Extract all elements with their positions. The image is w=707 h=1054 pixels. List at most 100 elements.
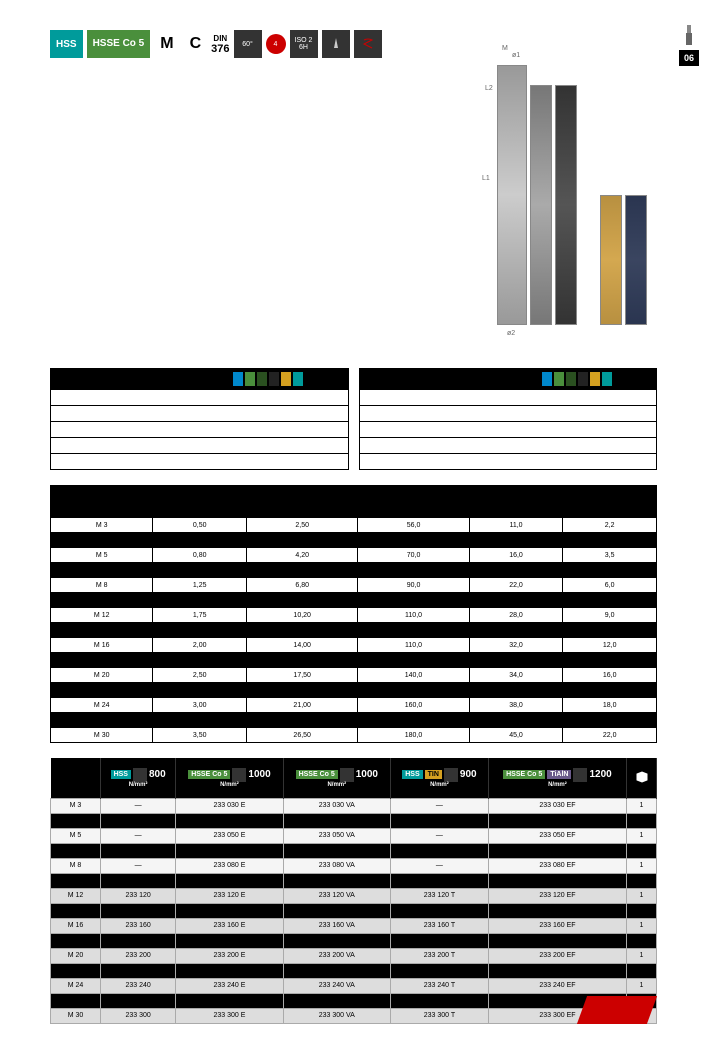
dim-row: [51, 623, 657, 638]
order-row: [51, 873, 657, 888]
tool-icon: [683, 25, 695, 45]
order-cell: [176, 873, 283, 888]
order-row: M 5—233 050 E233 050 VA—233 050 EF1: [51, 828, 657, 843]
dim-cell: 21,00: [247, 698, 358, 713]
order-cell: 233 200: [101, 948, 176, 963]
dim-cell: M 30: [51, 728, 153, 743]
dim-cell: [358, 623, 469, 638]
order-cell: [390, 993, 488, 1008]
order-row: M 30233 300233 300 E233 300 VA233 300 T2…: [51, 1008, 657, 1023]
dim-cell: [469, 563, 563, 578]
order-cell: [390, 963, 488, 978]
dim-row: M 243,0021,00160,038,018,0: [51, 698, 657, 713]
dim-cell: [563, 563, 657, 578]
tool-tip-icon: [322, 30, 350, 58]
dim-cell: 70,0: [358, 548, 469, 563]
dim-row: M 121,7510,20110,028,09,0: [51, 608, 657, 623]
dim-cell: [51, 563, 153, 578]
order-cell: [488, 813, 626, 828]
dim-cell: [563, 593, 657, 608]
order-cell: 1: [627, 888, 657, 903]
badge-c: C: [184, 30, 208, 58]
order-cell: [390, 903, 488, 918]
order-row: [51, 933, 657, 948]
order-cell: [51, 903, 101, 918]
dim-row: M 202,5017,50140,034,016,0: [51, 668, 657, 683]
dim-cell: M 12: [51, 608, 153, 623]
order-row: M 8—233 080 E233 080 VA—233 080 EF1: [51, 858, 657, 873]
order-header: HSSE Co 5TiAlN1200N/mm²: [488, 758, 626, 798]
dim-cell: 3,5: [563, 548, 657, 563]
badge-hsse: HSSE Co 5: [87, 30, 151, 58]
dim-cell: [358, 563, 469, 578]
order-cell: 233 200 EF: [488, 948, 626, 963]
dim-cell: 28,0: [469, 608, 563, 623]
order-cell: M 20: [51, 948, 101, 963]
dim-cell: [563, 623, 657, 638]
dim-cell: 2,00: [153, 638, 247, 653]
order-cell: —: [101, 828, 176, 843]
dim-cell: 12,0: [563, 638, 657, 653]
order-row: [51, 843, 657, 858]
dim-cell: 110,0: [358, 608, 469, 623]
dim-cell: [153, 533, 247, 548]
order-cell: [283, 813, 390, 828]
order-cell: 233 120 E: [176, 888, 283, 903]
order-cell: [283, 873, 390, 888]
dim-cell: [358, 683, 469, 698]
dim-cell: [563, 683, 657, 698]
dim-cell: [358, 713, 469, 728]
order-cell: [176, 933, 283, 948]
dim-header: [153, 486, 247, 518]
dim-cell: [247, 533, 358, 548]
order-cell: 233 160: [101, 918, 176, 933]
dim-cell: [153, 593, 247, 608]
dimensions-table: M 30,502,5056,011,02,2M 50,804,2070,016,…: [50, 485, 657, 743]
dim-cell: [358, 593, 469, 608]
order-cell: [101, 873, 176, 888]
order-cell: M 3: [51, 798, 101, 813]
order-cell: 233 160 VA: [283, 918, 390, 933]
order-header: HSSE Co 51000N/mm²: [283, 758, 390, 798]
order-cell: [176, 993, 283, 1008]
dim-header: [563, 486, 657, 518]
dim-cell: [563, 653, 657, 668]
order-cell: 233 240 VA: [283, 978, 390, 993]
dim-cell: [247, 653, 358, 668]
dim-cell: 110,0: [358, 638, 469, 653]
dim-cell: [51, 683, 153, 698]
order-cell: [283, 843, 390, 858]
order-cell: [283, 903, 390, 918]
dim-cell: [51, 713, 153, 728]
order-cell: 1: [627, 828, 657, 843]
order-row: [51, 813, 657, 828]
dim-cell: 6,80: [247, 578, 358, 593]
order-header: [51, 758, 101, 798]
order-row: M 20233 200233 200 E233 200 VA233 200 T2…: [51, 948, 657, 963]
order-cell: M 16: [51, 918, 101, 933]
dim-cell: M 20: [51, 668, 153, 683]
order-cell: [488, 873, 626, 888]
dim-cell: [469, 623, 563, 638]
order-cell: 233 240: [101, 978, 176, 993]
order-cell: [627, 933, 657, 948]
dim-cell: M 3: [51, 518, 153, 533]
dim-cell: 32,0: [469, 638, 563, 653]
dim-row: M 30,502,5056,011,02,2: [51, 518, 657, 533]
spiral-icon: [354, 30, 382, 58]
order-cell: 233 300: [101, 1008, 176, 1023]
dim-cell: [247, 593, 358, 608]
order-cell: 1: [627, 978, 657, 993]
dim-cell: 16,0: [469, 548, 563, 563]
dim-row: [51, 593, 657, 608]
order-cell: [101, 813, 176, 828]
spec-table-left: [50, 368, 349, 470]
order-cell: 233 240 EF: [488, 978, 626, 993]
order-cell: 233 030 VA: [283, 798, 390, 813]
dim-cell: 18,0: [563, 698, 657, 713]
dim-cell: M 24: [51, 698, 153, 713]
order-cell: [101, 903, 176, 918]
order-cell: 233 240 E: [176, 978, 283, 993]
order-cell: [390, 933, 488, 948]
order-cell: —: [390, 828, 488, 843]
